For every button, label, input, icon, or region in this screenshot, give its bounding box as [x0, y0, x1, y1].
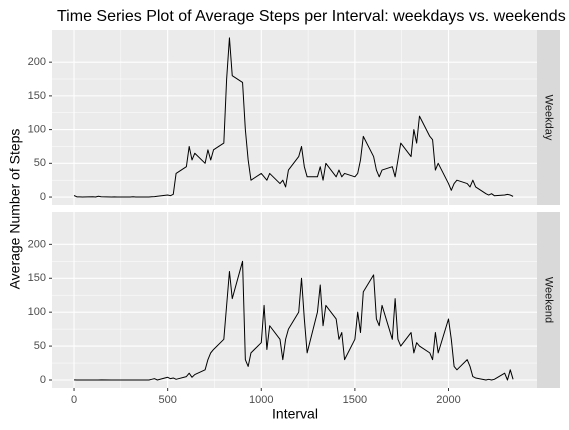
- x-tick-label: 2000: [436, 394, 460, 406]
- y-tick-label: 200: [28, 56, 46, 68]
- y-tick-label: 100: [28, 124, 46, 136]
- chart-title: Time Series Plot of Average Steps per In…: [57, 8, 566, 25]
- y-tick-label: 50: [34, 157, 46, 169]
- y-tick-label: 150: [28, 272, 46, 284]
- x-tick-label: 0: [71, 394, 77, 406]
- y-axis-title: Average Number of Steps: [7, 129, 23, 290]
- y-tick-label: 0: [40, 191, 46, 203]
- panel-background: [52, 30, 537, 205]
- y-tick-label: 0: [40, 374, 46, 386]
- panel-background: [52, 212, 537, 388]
- facet-label: Weekend: [543, 277, 555, 323]
- series-line: [74, 260, 514, 381]
- y-tick-label: 50: [34, 340, 46, 352]
- x-tick-label: 1500: [343, 394, 367, 406]
- facet-strip: [537, 30, 560, 205]
- x-tick-label: 1000: [249, 394, 273, 406]
- series-line: [73, 37, 514, 198]
- facet-strip: [537, 212, 560, 388]
- facet-label: Weekday: [543, 95, 555, 141]
- y-tick-label: 150: [28, 90, 46, 102]
- y-tick-label: 200: [28, 238, 46, 250]
- y-tick-label: 100: [28, 306, 46, 318]
- x-tick-label: 500: [158, 394, 176, 406]
- x-axis-title: Interval: [272, 406, 318, 422]
